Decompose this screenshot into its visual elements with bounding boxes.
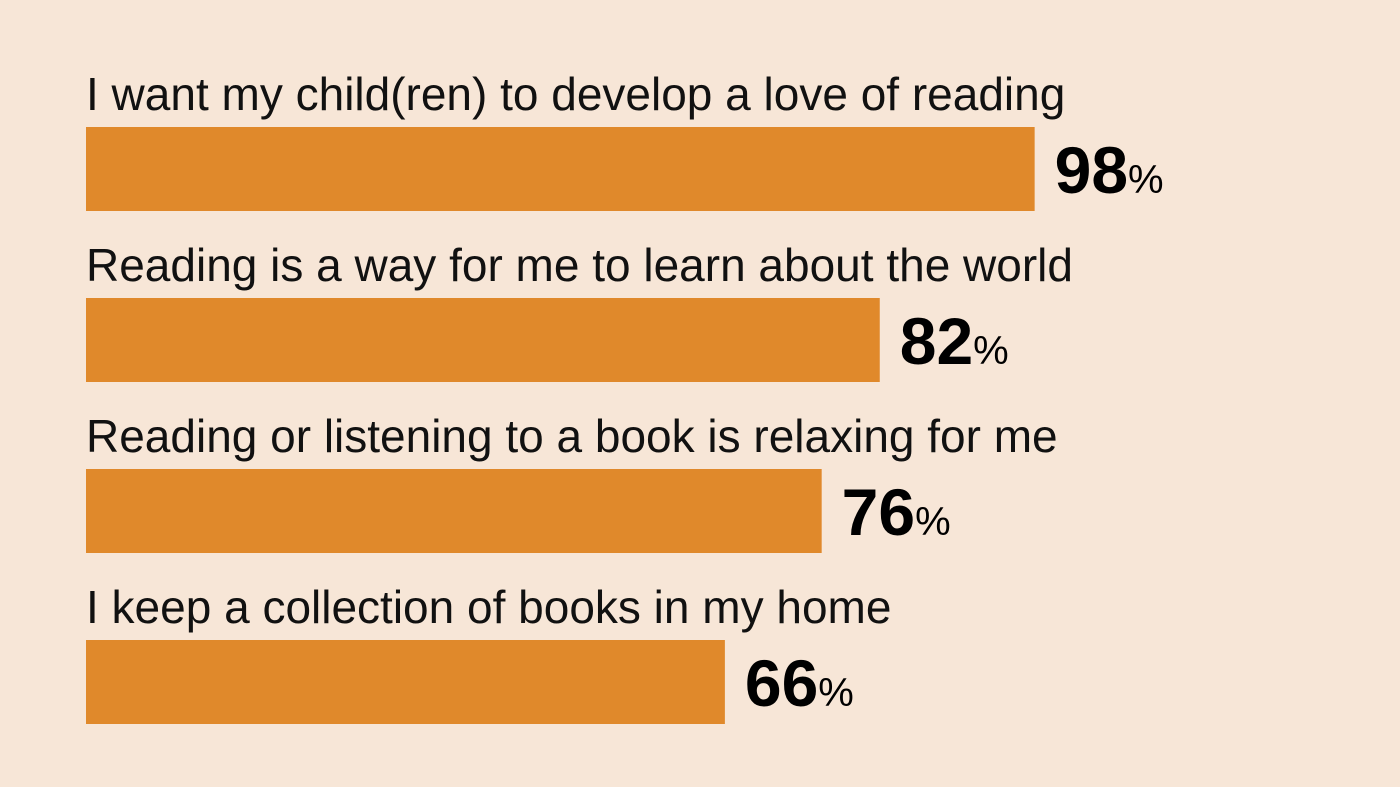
category-label: I want my child(ren) to develop a love o…: [86, 68, 1065, 120]
bar-row: I want my child(ren) to develop a love o…: [86, 68, 1164, 211]
bar: [86, 469, 822, 553]
value-unit: %: [1128, 158, 1164, 202]
value-number: 82: [900, 304, 973, 378]
value-label: 66%: [745, 646, 854, 720]
value-unit: %: [818, 671, 854, 715]
value-label: 76%: [842, 475, 951, 549]
category-label: I keep a collection of books in my home: [86, 581, 891, 633]
value-label: 82%: [900, 304, 1009, 378]
bar-row: Reading is a way for me to learn about t…: [86, 239, 1073, 382]
value-number: 98: [1055, 133, 1128, 207]
bar-row: I keep a collection of books in my home 6…: [86, 581, 891, 724]
category-label: Reading or listening to a book is relaxi…: [86, 410, 1058, 462]
value-unit: %: [915, 500, 951, 544]
bar: [86, 640, 725, 724]
chart-rows: I want my child(ren) to develop a love o…: [86, 68, 1164, 724]
bar-row: Reading or listening to a book is relaxi…: [86, 410, 1058, 553]
value-number: 76: [842, 475, 915, 549]
value-label: 98%: [1055, 133, 1164, 207]
value-unit: %: [973, 329, 1009, 373]
category-label: Reading is a way for me to learn about t…: [86, 239, 1073, 291]
bar: [86, 298, 880, 382]
bar: [86, 127, 1035, 211]
value-number: 66: [745, 646, 818, 720]
